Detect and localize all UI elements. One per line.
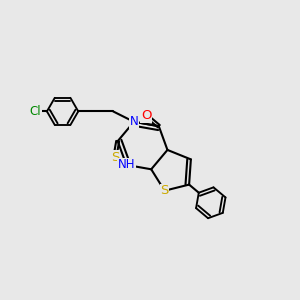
Text: Cl: Cl (30, 105, 41, 118)
Text: N: N (130, 115, 138, 128)
Text: S: S (160, 184, 169, 197)
Text: NH: NH (118, 158, 135, 171)
Text: O: O (141, 109, 152, 122)
Text: S: S (111, 151, 119, 164)
